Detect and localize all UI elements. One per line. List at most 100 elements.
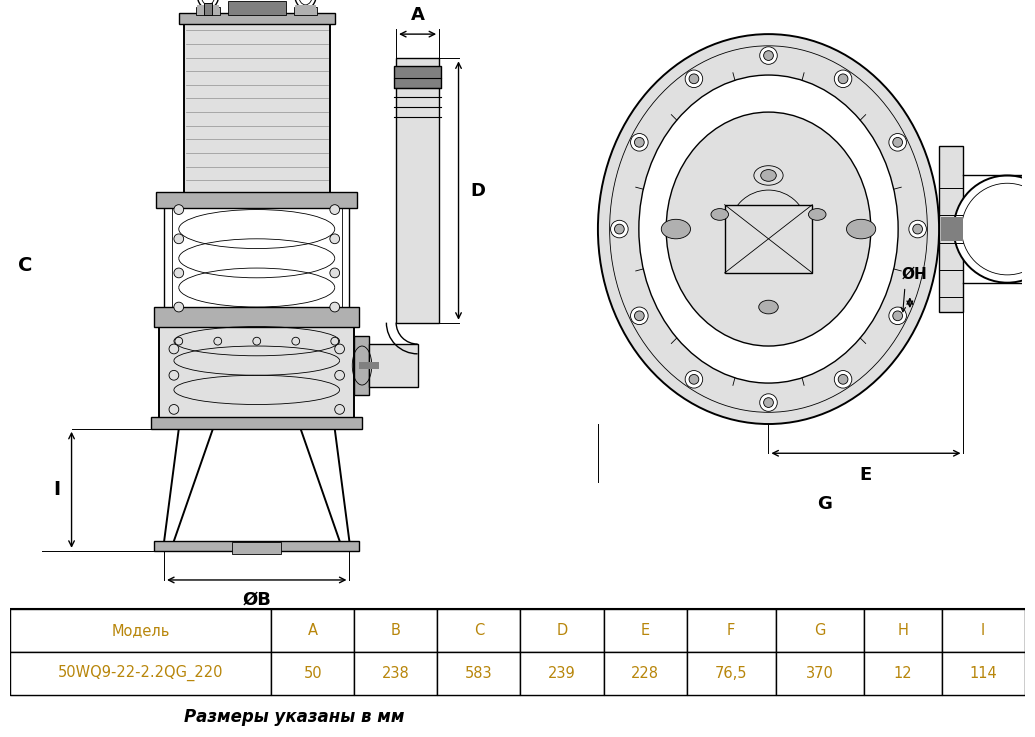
Text: 12: 12	[894, 666, 913, 681]
Text: 50WQ9-22-2.2QG_220: 50WQ9-22-2.2QG_220	[58, 666, 224, 681]
Ellipse shape	[174, 205, 183, 214]
Ellipse shape	[299, 0, 313, 5]
Text: ØH: ØH	[901, 267, 927, 282]
Ellipse shape	[661, 220, 690, 239]
Ellipse shape	[889, 307, 907, 324]
Ellipse shape	[889, 133, 907, 151]
Bar	[942, 609, 1025, 652]
Bar	[228, 1, 286, 15]
Bar	[942, 652, 1025, 694]
Text: Размеры указаны в мм: Размеры указаны в мм	[184, 708, 405, 726]
Bar	[775, 652, 864, 694]
Bar	[941, 217, 964, 241]
Ellipse shape	[760, 46, 777, 64]
Text: Модель: Модель	[112, 624, 170, 638]
Text: G: G	[815, 624, 826, 638]
Ellipse shape	[330, 234, 339, 244]
Ellipse shape	[689, 74, 699, 84]
Bar	[354, 336, 368, 395]
Bar	[394, 66, 441, 88]
Ellipse shape	[689, 374, 699, 384]
Bar	[165, 200, 350, 317]
Bar	[294, 7, 317, 15]
Ellipse shape	[893, 311, 903, 321]
Ellipse shape	[838, 374, 848, 384]
Ellipse shape	[253, 338, 261, 345]
Bar	[295, 5, 317, 15]
Bar	[197, 7, 219, 15]
Text: A: A	[411, 6, 424, 24]
Ellipse shape	[630, 307, 648, 324]
Ellipse shape	[838, 74, 848, 84]
Text: 370: 370	[806, 666, 834, 681]
Ellipse shape	[753, 166, 783, 185]
Ellipse shape	[761, 170, 776, 181]
Ellipse shape	[334, 344, 345, 354]
Ellipse shape	[847, 220, 876, 239]
Text: D: D	[471, 181, 485, 200]
Text: C: C	[474, 624, 484, 638]
Bar	[603, 609, 686, 652]
Ellipse shape	[962, 184, 1035, 275]
Bar	[10, 609, 271, 652]
Ellipse shape	[174, 302, 183, 312]
Ellipse shape	[330, 268, 339, 278]
Bar	[198, 5, 218, 15]
Bar	[368, 344, 417, 387]
Bar	[864, 652, 942, 694]
Ellipse shape	[893, 137, 903, 147]
Text: 583: 583	[465, 666, 493, 681]
Bar	[179, 13, 334, 24]
Text: 50: 50	[303, 666, 322, 681]
Ellipse shape	[764, 51, 773, 60]
Ellipse shape	[175, 338, 182, 345]
Ellipse shape	[909, 220, 926, 238]
Bar	[204, 3, 212, 15]
Text: 228: 228	[631, 666, 659, 681]
Bar	[686, 609, 775, 652]
Ellipse shape	[764, 398, 773, 408]
Ellipse shape	[834, 70, 852, 88]
Text: I: I	[54, 481, 60, 499]
Ellipse shape	[201, 0, 215, 5]
Ellipse shape	[667, 112, 870, 346]
Bar	[271, 609, 354, 652]
Ellipse shape	[630, 133, 648, 151]
Ellipse shape	[615, 224, 624, 234]
Bar	[151, 417, 362, 429]
Bar	[354, 652, 438, 694]
Bar	[204, 3, 212, 15]
Ellipse shape	[169, 344, 179, 354]
Ellipse shape	[639, 75, 898, 383]
Text: D: D	[557, 624, 567, 638]
Bar	[271, 652, 354, 694]
Text: E: E	[860, 466, 873, 483]
Text: 239: 239	[549, 666, 575, 681]
Bar	[939, 146, 964, 312]
Ellipse shape	[334, 371, 345, 380]
Bar	[10, 652, 271, 694]
Ellipse shape	[913, 224, 922, 234]
Ellipse shape	[292, 338, 300, 345]
Ellipse shape	[711, 209, 729, 220]
Text: 114: 114	[969, 666, 997, 681]
Bar	[159, 326, 354, 429]
Bar	[359, 362, 379, 369]
Bar	[233, 542, 282, 553]
Bar	[864, 609, 942, 652]
Ellipse shape	[331, 338, 338, 345]
Ellipse shape	[685, 70, 703, 88]
Ellipse shape	[169, 405, 179, 414]
Bar	[10, 609, 1025, 694]
Ellipse shape	[808, 209, 826, 220]
Bar	[183, 24, 330, 200]
Bar	[154, 307, 359, 326]
Ellipse shape	[634, 137, 644, 147]
Bar	[396, 58, 439, 323]
Bar	[156, 192, 357, 208]
Ellipse shape	[834, 371, 852, 388]
Bar	[775, 609, 864, 652]
Bar	[438, 609, 521, 652]
Bar	[686, 652, 775, 694]
Ellipse shape	[330, 302, 339, 312]
